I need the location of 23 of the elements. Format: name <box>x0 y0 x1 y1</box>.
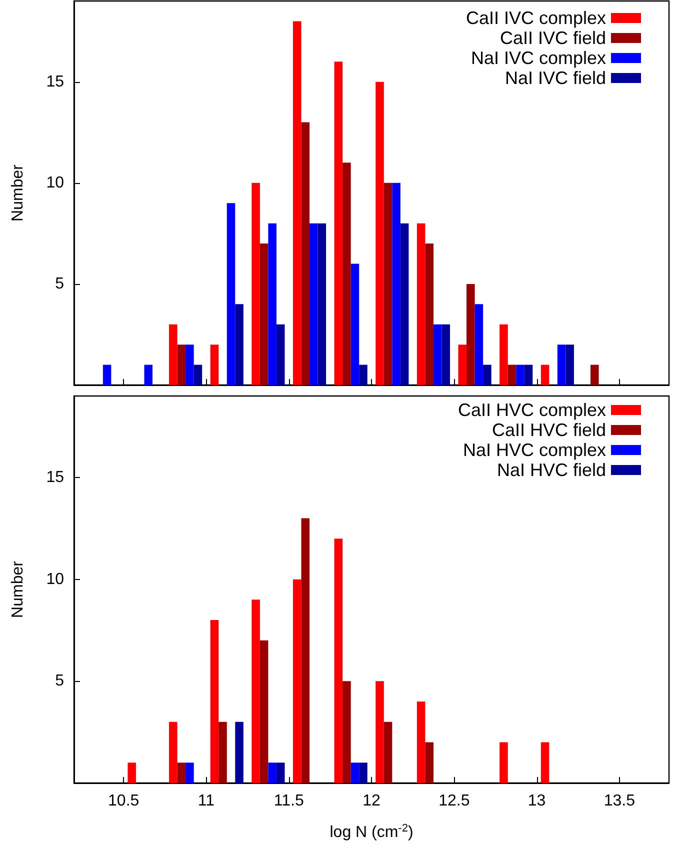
y-axis-title: Number <box>10 560 26 618</box>
y-tick-label: 5 <box>55 672 64 690</box>
legend-label: NaI IVC complex <box>470 48 606 68</box>
legend-label: CaII IVC complex <box>466 8 606 28</box>
y-tick-label: 10 <box>46 570 64 588</box>
legend-label: CaII HVC complex <box>458 400 606 420</box>
legend-label: NaI HVC field <box>496 460 606 480</box>
legend-label: NaI IVC field <box>504 68 606 88</box>
y-tick-label: 15 <box>46 468 64 486</box>
x-tick-label: 12.5 <box>438 792 470 810</box>
y-tick-label: 15 <box>46 73 64 90</box>
y-tick-label: 10 <box>46 174 64 192</box>
legend-label: NaI HVC complex <box>462 440 606 460</box>
y-tick-label: 5 <box>55 275 64 292</box>
y-axis-title: Number <box>10 164 26 222</box>
x-tick-label: 13.5 <box>604 792 636 810</box>
x-tick-label: 12 <box>362 792 380 810</box>
legend-label: CaII HVC field <box>492 420 606 440</box>
legend-label: CaII IVC field <box>500 28 606 48</box>
x-tick-label: 11 <box>198 792 215 810</box>
x-tick-label: 13 <box>528 792 546 810</box>
x-tick-label: 11.5 <box>274 792 304 810</box>
x-tick-label: 10.5 <box>108 792 140 810</box>
